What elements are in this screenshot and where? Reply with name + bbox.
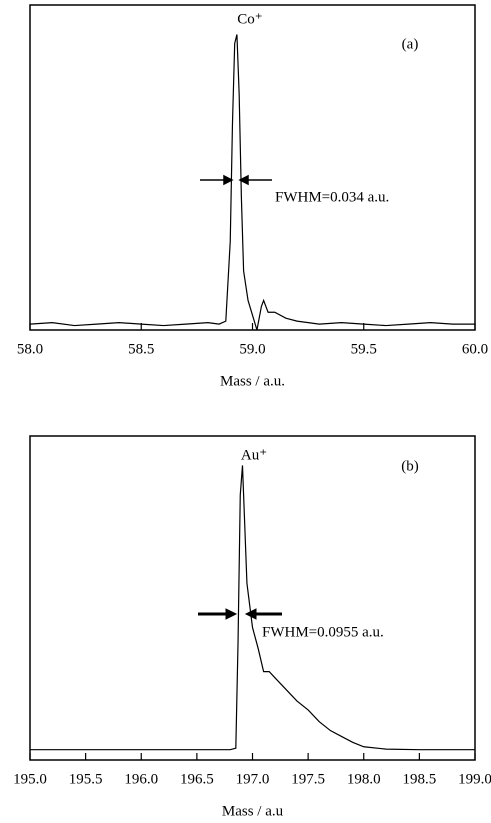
x-tick-label: 198.5 [403,771,437,787]
plot-frame [29,435,476,761]
fwhm-arrows [198,608,282,620]
plot-frame [29,4,476,331]
x-tick-label: 58.5 [128,341,154,357]
fwhm-label: FWHM=0.0955 a.u. [262,624,384,640]
x-tick-label: 60.0 [462,341,488,357]
x-tick-label: 197.5 [291,771,325,787]
peak-label: Au⁺ [241,447,267,463]
fwhm-label: FWHM=0.034 a.u. [275,189,389,205]
peak-label: Co⁺ [237,11,262,27]
fwhm-arrows [200,174,272,186]
x-axis-label: Mass / a.u. [220,373,285,389]
x-axis-label: Mass / a.u [222,803,284,819]
x-tick-label: 199.0 [458,771,491,787]
x-tick-label: 198.0 [347,771,381,787]
spectrum-line [29,34,475,331]
spectrum-line [30,465,475,751]
panel-label: (a) [402,36,419,52]
x-tick-label: 59.5 [351,341,377,357]
x-tick-label: 195.0 [13,771,47,787]
x-tick-label: 196.5 [180,771,214,787]
panel-label: (b) [401,458,419,474]
x-tick-label: 58.0 [17,341,43,357]
x-tick-label: 59.0 [239,341,265,357]
x-tick-label: 195.5 [69,771,103,787]
x-tick-label: 196.0 [124,771,158,787]
x-tick-label: 197.0 [236,771,270,787]
